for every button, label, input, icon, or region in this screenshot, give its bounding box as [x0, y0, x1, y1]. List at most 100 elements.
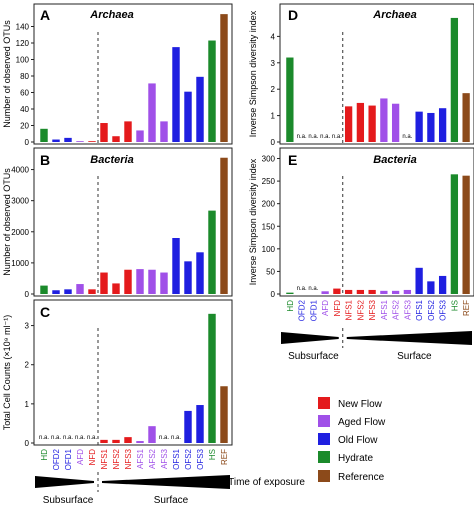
panel-letter: C	[40, 304, 50, 320]
panel-frame	[279, 3, 474, 145]
bar-hd	[286, 292, 294, 294]
bar-ofs2	[427, 112, 435, 142]
x-tick-label: HS	[450, 300, 459, 311]
bar-nfd	[88, 289, 96, 294]
bar-nfd	[333, 288, 341, 294]
exposure-wedge: Subsurface Surface	[281, 328, 472, 362]
y-tick-label: 140	[16, 23, 30, 32]
panel-d: D Archaea 0 1 2 3 4 Inverse Simpson diversity i…	[248, 3, 474, 147]
y-tick-label: 1	[25, 400, 30, 409]
legend-label: Aged Flow	[338, 417, 386, 428]
x-tick-label: AFS2	[148, 448, 157, 469]
bar-ofs1	[415, 267, 423, 294]
x-tick-label: OFD2	[52, 448, 61, 470]
x-tick-label: HS	[208, 449, 217, 460]
x-tick-label: AFD	[321, 300, 330, 316]
panel-letter: B	[40, 152, 50, 168]
na-label: n.a.	[63, 435, 73, 441]
y-tick-label: 2	[25, 361, 30, 370]
panel-frame	[33, 3, 233, 145]
na-label: n.a.	[75, 435, 85, 441]
bar-afs2	[391, 103, 400, 142]
y-tick-label: 1000	[11, 259, 29, 268]
bar-afd	[76, 141, 84, 142]
y-tick-label: 0	[25, 290, 30, 299]
surface-wedge	[346, 331, 472, 345]
x-tick-label: AFD	[76, 449, 85, 465]
bar-afd	[76, 284, 84, 294]
bar-ofs1	[172, 238, 180, 294]
bar-afs1	[380, 98, 388, 142]
bar-nfs3	[124, 121, 132, 142]
na-label: n.a.	[159, 435, 169, 441]
bar-ref	[220, 14, 228, 142]
subsurface-wedge	[35, 476, 94, 488]
bar-ofs3	[196, 405, 204, 443]
bar-nfs2	[356, 289, 365, 294]
legend-swatch-reference	[318, 470, 330, 482]
x-tick-label: AFS1	[136, 448, 145, 469]
y-tick-label: 150	[262, 222, 276, 231]
panel-letter: E	[288, 152, 297, 168]
y-tick-label: 1	[271, 112, 276, 121]
y-tick-label: 3	[271, 59, 276, 68]
bar-afs3	[160, 121, 168, 142]
bar-hs	[450, 174, 459, 294]
legend-swatch-aged-flow	[318, 415, 330, 427]
bar-afs3	[403, 289, 412, 294]
surface-label: Surface	[397, 351, 432, 362]
panel-title: Bacteria	[373, 154, 416, 166]
legend-swatch-new-flow	[318, 397, 330, 409]
legend-label: Reference	[338, 472, 385, 483]
panel-a: A Archaea 0 20 40 60 80 100 120 140 Number of obse…	[2, 3, 233, 147]
bar-afs3	[160, 272, 168, 294]
y-tick-label: 4000	[11, 166, 29, 175]
bar-nfs1	[344, 289, 353, 294]
bar-hs	[208, 40, 216, 142]
bar-ofs3	[438, 275, 447, 294]
bar-ofs2	[427, 281, 435, 294]
bar-afs1	[136, 269, 144, 294]
y-axis-label: Number of observed OTUs	[2, 168, 12, 276]
na-label: n.a.	[39, 435, 49, 441]
y-axis-label: Inverse Simpson diversity index	[248, 10, 258, 137]
bar-ofs1	[172, 47, 180, 142]
y-tick-label: 50	[266, 267, 275, 276]
y-tick-label: 80	[20, 72, 29, 81]
y-axis-label: Number of observed OTUs	[2, 20, 12, 128]
na-label: n.a.	[308, 134, 318, 140]
y-tick-label: 200	[262, 200, 276, 209]
na-label: n.a.	[332, 134, 342, 140]
legend-label: Hydrate	[338, 453, 373, 464]
panel-title: Archaea	[372, 9, 416, 21]
x-tick-label: AFS1	[380, 299, 389, 320]
bar-nfs1	[100, 272, 108, 294]
bar-ref	[462, 175, 470, 294]
y-tick-label: 3	[25, 322, 30, 331]
x-tick-label: OFS3	[196, 448, 205, 469]
bar-hd	[40, 285, 48, 294]
bar-ref	[462, 93, 470, 142]
x-tick-label: AFS3	[403, 299, 412, 320]
bar-nfs1	[344, 106, 353, 142]
bar-nfs3	[368, 105, 376, 142]
exposure-wedge: Subsurface Surface	[35, 472, 230, 506]
surface-label: Surface	[154, 495, 189, 506]
bar-hs	[450, 17, 459, 143]
bar-ofs3	[438, 108, 447, 142]
bar-afd	[321, 291, 329, 294]
exposure-caption: Time of exposure	[228, 477, 305, 488]
x-tick-label: AFS3	[160, 448, 169, 469]
bar-hs	[208, 210, 216, 294]
y-tick-label: 4	[271, 32, 276, 41]
bar-ofs3	[196, 252, 204, 294]
panel-e: E Bacteria 0 50 100 150 200 250 300 Inverse Simps…	[248, 147, 474, 299]
x-tick-label: NFS2	[112, 448, 121, 469]
bar-ofs3	[196, 76, 204, 142]
bar-nfs3	[368, 289, 376, 294]
bar-ofs2	[184, 410, 192, 443]
panel-letter: D	[288, 7, 298, 23]
x-tick-label: REF	[220, 449, 229, 465]
